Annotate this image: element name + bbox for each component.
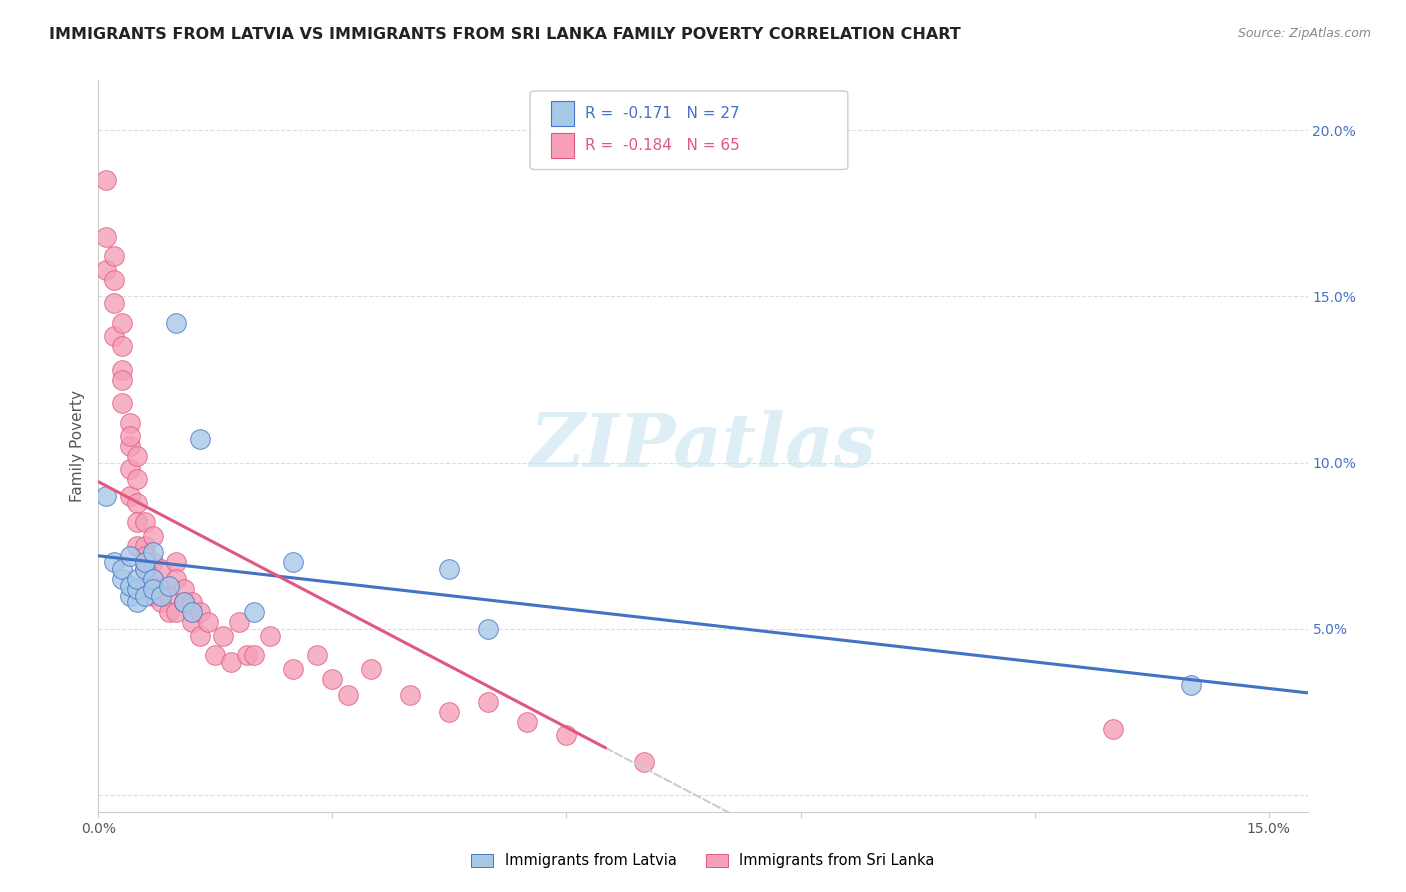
Point: [118, 462, 141, 476]
Point: [321, 672, 343, 686]
Point: [134, 562, 156, 576]
Point: [127, 449, 149, 463]
Point: [157, 589, 180, 603]
Point: [188, 605, 211, 619]
Point: [477, 622, 499, 636]
Point: [228, 615, 250, 630]
Point: [111, 362, 134, 376]
Point: [127, 495, 149, 509]
Point: [118, 429, 141, 443]
Point: [103, 296, 125, 310]
Point: [219, 655, 242, 669]
Point: [127, 582, 149, 596]
Point: [173, 582, 195, 596]
Point: [399, 689, 422, 703]
Y-axis label: Family Poverty: Family Poverty: [70, 390, 86, 502]
Point: [149, 582, 172, 596]
Point: [134, 549, 156, 563]
Point: [142, 545, 165, 559]
Point: [305, 648, 328, 663]
Point: [142, 572, 165, 586]
Point: [134, 539, 156, 553]
Text: Source: ZipAtlas.com: Source: ZipAtlas.com: [1237, 27, 1371, 40]
Point: [134, 582, 156, 596]
Point: [149, 589, 172, 603]
Point: [134, 562, 156, 576]
Point: [127, 572, 149, 586]
Legend: Immigrants from Latvia, Immigrants from Sri Lanka: Immigrants from Latvia, Immigrants from …: [465, 847, 941, 874]
Point: [337, 689, 360, 703]
Point: [142, 589, 165, 603]
Point: [111, 316, 134, 330]
Point: [173, 595, 195, 609]
Text: ZIPatlas: ZIPatlas: [530, 409, 876, 483]
Point: [259, 628, 281, 642]
Point: [134, 589, 156, 603]
Point: [134, 516, 156, 530]
Text: IMMIGRANTS FROM LATVIA VS IMMIGRANTS FROM SRI LANKA FAMILY POVERTY CORRELATION C: IMMIGRANTS FROM LATVIA VS IMMIGRANTS FRO…: [49, 27, 960, 42]
Point: [127, 595, 149, 609]
Text: R =  -0.171   N = 27: R = -0.171 N = 27: [585, 106, 740, 121]
Point: [118, 489, 141, 503]
Point: [439, 562, 461, 576]
Point: [118, 439, 141, 453]
Point: [142, 582, 165, 596]
Point: [360, 662, 382, 676]
Point: [111, 562, 134, 576]
Point: [118, 549, 141, 563]
Point: [118, 579, 141, 593]
Point: [142, 555, 165, 569]
Point: [188, 628, 211, 642]
Point: [118, 589, 141, 603]
Point: [173, 595, 195, 609]
Point: [212, 628, 235, 642]
Point: [134, 555, 156, 569]
Point: [157, 605, 180, 619]
Point: [1101, 722, 1123, 736]
Point: [118, 416, 141, 430]
Point: [439, 705, 461, 719]
Point: [96, 489, 118, 503]
Point: [165, 605, 187, 619]
Point: [127, 472, 149, 486]
Point: [96, 262, 118, 277]
Point: [103, 273, 125, 287]
Point: [181, 615, 204, 630]
Text: R =  -0.184   N = 65: R = -0.184 N = 65: [585, 138, 740, 153]
Point: [111, 339, 134, 353]
Point: [243, 605, 266, 619]
Point: [1180, 678, 1202, 692]
Point: [204, 648, 226, 663]
Point: [165, 572, 187, 586]
Point: [633, 755, 655, 769]
Point: [555, 728, 578, 742]
Point: [111, 396, 134, 410]
Point: [111, 372, 134, 386]
Point: [516, 714, 538, 729]
Point: [96, 173, 118, 187]
Point: [111, 572, 134, 586]
Point: [181, 595, 204, 609]
Point: [103, 329, 125, 343]
Point: [149, 562, 172, 576]
Point: [188, 433, 211, 447]
Point: [181, 605, 204, 619]
Point: [127, 539, 149, 553]
Point: [243, 648, 266, 663]
Point: [235, 648, 257, 663]
Point: [103, 555, 125, 569]
Point: [103, 250, 125, 264]
Point: [197, 615, 219, 630]
Point: [127, 516, 149, 530]
Point: [165, 316, 187, 330]
Point: [96, 229, 118, 244]
Point: [283, 662, 305, 676]
Point: [149, 595, 172, 609]
Point: [157, 579, 180, 593]
Point: [477, 695, 499, 709]
Point: [283, 555, 305, 569]
Point: [142, 529, 165, 543]
Point: [142, 572, 165, 586]
Point: [165, 555, 187, 569]
